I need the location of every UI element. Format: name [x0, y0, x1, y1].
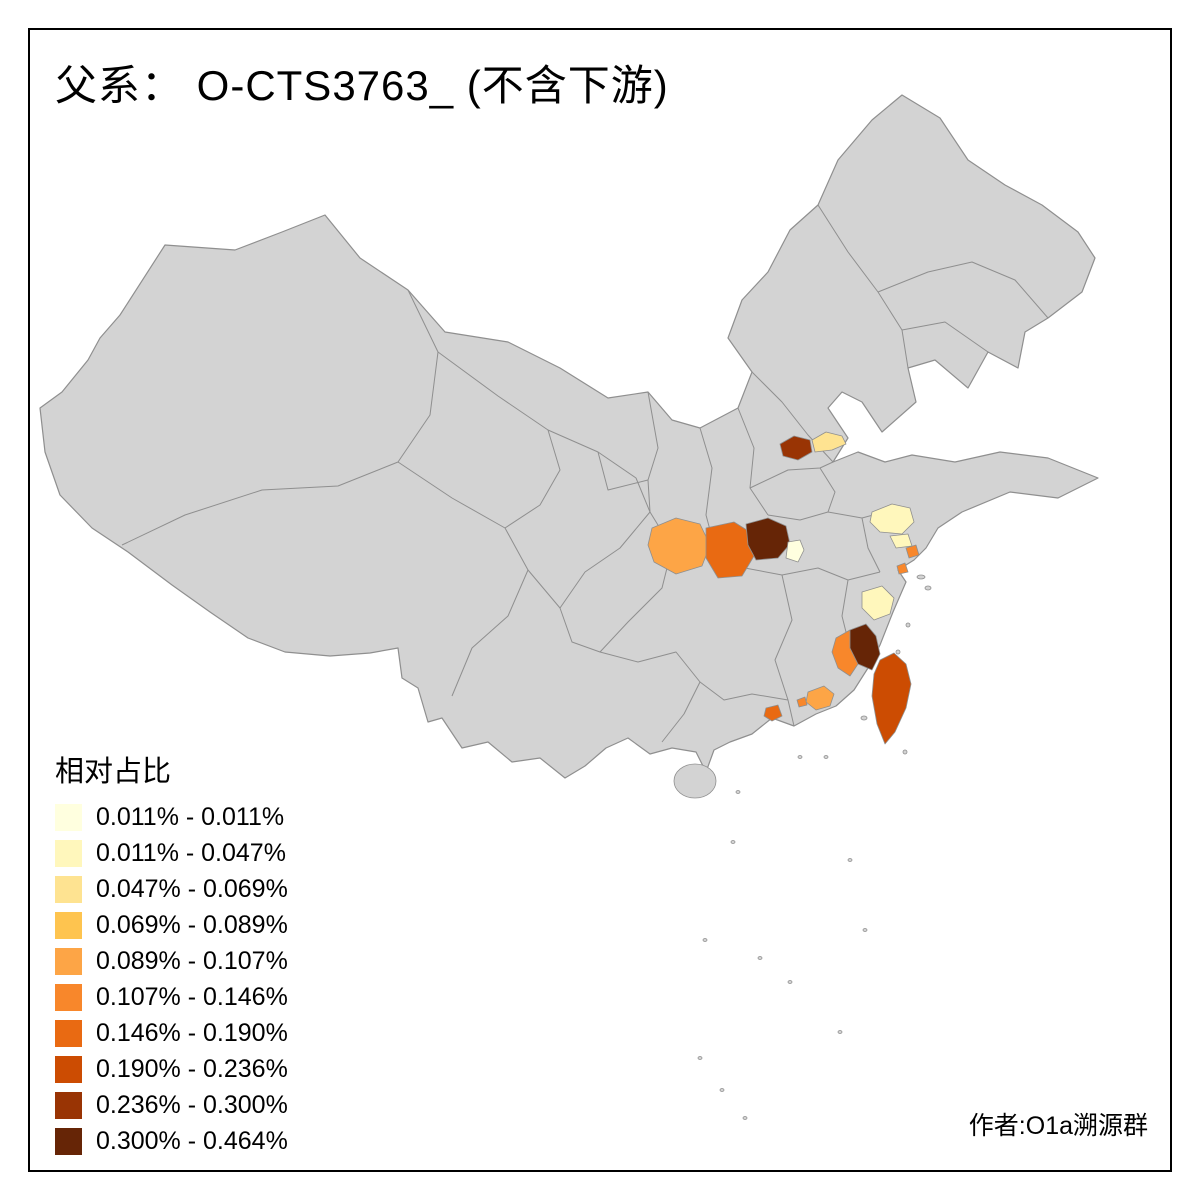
legend-swatch [55, 840, 82, 867]
page-title: 父系： O-CTS3763_ (不含下游) [55, 62, 669, 109]
island [924, 585, 932, 591]
province-border [647, 391, 659, 513]
legend-label: 0.011% - 0.047% [96, 839, 286, 867]
province-border [774, 574, 795, 727]
island [673, 763, 717, 799]
legend-title: 相对占比 [55, 756, 172, 788]
island [902, 749, 908, 755]
province-border [877, 261, 1049, 319]
island [735, 790, 741, 794]
legend-label: 0.236% - 0.300% [96, 1091, 288, 1119]
map-region-r16 [763, 704, 783, 722]
legend-label: 0.190% - 0.236% [96, 1055, 288, 1083]
map-region-r6 [785, 539, 805, 563]
map-region-r4 [705, 521, 755, 579]
legend-label: 0.300% - 0.464% [96, 1127, 288, 1155]
island [697, 1056, 703, 1060]
legend-label: 0.011% - 0.011% [96, 803, 285, 831]
map-region-r1 [779, 435, 813, 461]
province-border [819, 467, 836, 513]
legend-swatch [55, 1092, 82, 1119]
legend-item: 0.011% - 0.011% [55, 803, 288, 831]
legend-swatch [55, 948, 82, 975]
island [702, 938, 708, 942]
province-border [527, 511, 651, 609]
legend-swatch [55, 1056, 82, 1083]
legend-item: 0.089% - 0.107% [55, 947, 288, 975]
map-region-r2 [811, 431, 847, 453]
legend-item: 0.011% - 0.047% [55, 839, 288, 867]
province-border [901, 321, 989, 353]
legend-swatch [55, 1020, 82, 1047]
province-border [749, 461, 834, 489]
island [823, 755, 829, 759]
legend-label: 0.146% - 0.190% [96, 1019, 288, 1047]
legend-swatch [55, 912, 82, 939]
province-border [597, 451, 649, 491]
legend-swatch [55, 1128, 82, 1155]
island [862, 928, 868, 932]
map-region-r15 [796, 696, 808, 708]
legend-item: 0.236% - 0.300% [55, 1091, 288, 1119]
province-border [861, 517, 881, 573]
island [860, 715, 868, 721]
island [847, 858, 853, 862]
legend-item: 0.047% - 0.069% [55, 875, 288, 903]
island [730, 840, 736, 844]
legend-item: 0.146% - 0.190% [55, 1019, 288, 1047]
legend: 相对占比 0.011% - 0.011% 0.011% - 0.047% 0.047… [55, 748, 288, 1164]
province-border [437, 351, 651, 513]
legend-item: 0.190% - 0.236% [55, 1055, 288, 1083]
province-border [699, 681, 789, 701]
mainland-outline [39, 94, 1099, 779]
legend-item: 0.300% - 0.464% [55, 1127, 288, 1155]
map-region-r10 [896, 562, 909, 575]
island [797, 755, 803, 759]
legend-label: 0.089% - 0.107% [96, 947, 288, 975]
island [757, 956, 763, 960]
legend-label: 0.069% - 0.089% [96, 911, 288, 939]
province-border [121, 289, 439, 546]
island [787, 980, 793, 984]
map-region-r11 [861, 585, 895, 621]
province-border [504, 429, 561, 529]
map-region-r3 [647, 517, 711, 575]
island [916, 574, 926, 580]
province-border [599, 651, 701, 743]
author-credit: 作者:O1a溯源群 [968, 1112, 1148, 1140]
legend-item: 0.069% - 0.089% [55, 911, 288, 939]
legend-label: 0.107% - 0.146% [96, 983, 288, 1011]
legend-swatch [55, 876, 82, 903]
legend-item: 0.107% - 0.146% [55, 983, 288, 1011]
province-border [737, 407, 769, 516]
island [742, 1116, 748, 1120]
map-region-r5 [745, 517, 791, 561]
map-region-r13 [849, 623, 881, 671]
map-region-taiwan [871, 652, 912, 745]
legend-swatch [55, 984, 82, 1011]
island [905, 622, 911, 628]
island [719, 1088, 725, 1092]
island [837, 1030, 843, 1034]
legend-label: 0.047% - 0.069% [96, 875, 288, 903]
legend-swatch [55, 804, 82, 831]
island [895, 649, 901, 655]
map-region-r7 [869, 503, 915, 535]
legend-items: 0.011% - 0.011% 0.011% - 0.047% 0.047% - 0… [55, 803, 288, 1155]
map-region-r9 [905, 544, 920, 559]
